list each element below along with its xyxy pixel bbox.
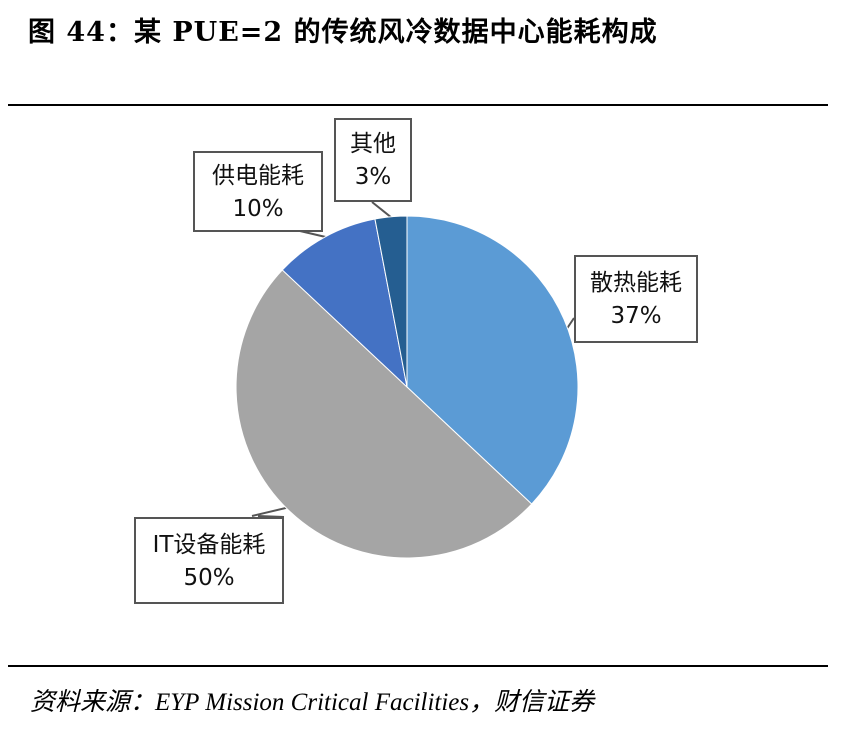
pie-slice-other	[374, 215, 408, 388]
label-box-other: 其他 3%	[334, 118, 412, 202]
leader-other	[371, 201, 393, 219]
pie-slices	[235, 215, 579, 559]
pie-slice-cooling	[406, 215, 579, 505]
label-other-name: 其他	[350, 131, 396, 157]
leader-it	[257, 515, 285, 518]
label-power-value: 10%	[232, 196, 284, 222]
label-box-cooling: 散热能耗 37%	[574, 255, 698, 343]
label-box-power: 供电能耗 10%	[193, 151, 323, 232]
pie-slice-it	[235, 269, 533, 559]
label-cooling-name: 散热能耗	[590, 270, 682, 296]
label-it-value: 50%	[183, 565, 235, 591]
label-it-name: IT设备能耗	[152, 532, 266, 558]
leader-it-2	[251, 506, 291, 517]
bottom-rule	[8, 665, 828, 667]
label-power-name: 供电能耗	[212, 163, 304, 189]
label-cooling-value: 37%	[610, 303, 662, 329]
pie-slice-power	[281, 218, 408, 389]
label-box-it: IT设备能耗 50%	[134, 517, 284, 604]
figure-title: 图 44：某 PUE=2 的传统风冷数据中心能耗构成	[28, 17, 658, 48]
source-note: 资料来源：EYP Mission Critical Facilities，财信证…	[30, 689, 595, 716]
label-other-value: 3%	[354, 164, 392, 190]
top-rule	[8, 104, 828, 106]
